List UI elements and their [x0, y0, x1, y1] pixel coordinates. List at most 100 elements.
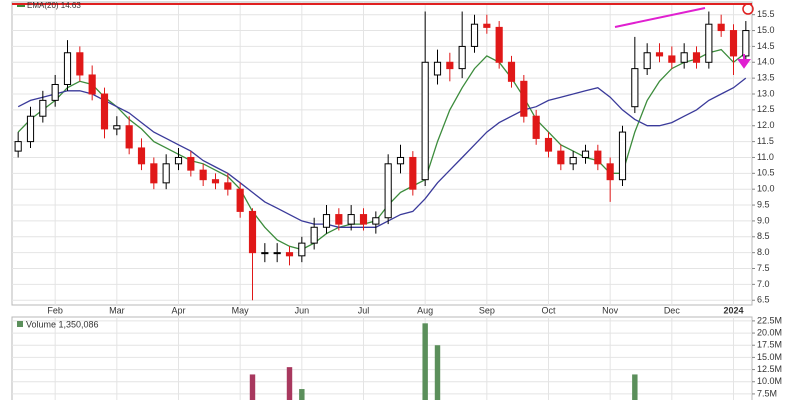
candle-body — [631, 68, 639, 108]
x-tick-label: Jun — [295, 305, 310, 315]
candle-body — [88, 74, 96, 95]
volume-bar — [286, 367, 293, 400]
candle-body — [100, 93, 109, 130]
x-tick-label: Aug — [417, 305, 433, 315]
y-tick-label: 10.0M — [757, 376, 782, 386]
volume-bar — [434, 345, 441, 400]
candle-body — [692, 52, 701, 63]
y-tick-label: 14.0 — [757, 57, 775, 67]
y-tick-label: 6.5 — [757, 295, 770, 305]
y-tick-label: 8.0 — [757, 247, 770, 257]
y-tick-label: 13.5 — [757, 73, 775, 83]
volume-plot — [12, 317, 752, 400]
candle-body — [470, 23, 479, 47]
candle-body — [113, 125, 121, 130]
candle-body — [495, 26, 503, 63]
trend-line — [614, 7, 706, 28]
y-tick-label: 11.0 — [757, 152, 774, 162]
candle-body — [273, 252, 281, 255]
candle-body — [458, 45, 466, 70]
candle-body — [483, 23, 491, 28]
candle-body — [261, 252, 269, 255]
candle-body — [569, 156, 577, 165]
candle-body — [557, 150, 565, 165]
candle-body — [63, 52, 72, 85]
y-tick-label: 13.0 — [757, 88, 775, 98]
volume-bar — [422, 323, 428, 400]
candle-body — [174, 156, 183, 165]
candle-body — [322, 214, 331, 228]
x-tick-label: Sep — [479, 305, 495, 315]
candle-body — [236, 188, 244, 212]
y-tick-label: 12.5M — [757, 364, 782, 374]
y-tick-label: 11.5 — [757, 136, 774, 146]
y-tick-label: 15.0M — [757, 352, 782, 362]
candle-body — [14, 141, 22, 152]
candle-body — [298, 242, 306, 257]
candle-body — [409, 156, 417, 190]
legend-swatch — [17, 321, 23, 327]
candle-body — [544, 137, 553, 152]
volume-bar — [249, 374, 256, 400]
candle-body — [224, 182, 232, 190]
candle-body — [742, 30, 750, 57]
y-tick-label: 10.0 — [757, 184, 775, 194]
candle-body — [125, 125, 133, 149]
candle-body — [359, 214, 368, 225]
candle-body — [446, 61, 454, 70]
price-plot — [12, 2, 752, 305]
candle-body — [187, 156, 195, 171]
y-tick-label: 22.5M — [757, 315, 782, 325]
y-tick-label: 20.0M — [757, 327, 782, 337]
x-tick-label: Nov — [602, 305, 619, 315]
y-tick-label: 7.5M — [757, 388, 777, 398]
candle-body — [668, 55, 676, 63]
candle-body — [433, 61, 442, 76]
x-tick-label: 2024 — [723, 305, 743, 315]
candle-body — [532, 115, 540, 139]
candle-body — [680, 52, 688, 63]
candle-body — [643, 52, 651, 70]
candle-body — [594, 150, 602, 165]
volume-bar — [299, 389, 305, 400]
x-tick-label: Mar — [109, 305, 125, 315]
candle-body — [335, 214, 343, 225]
candle-body — [421, 61, 429, 181]
candle-body — [396, 156, 405, 165]
legend-label: EMA(20) 14.63 — [27, 1, 81, 10]
candle-body — [310, 226, 318, 244]
y-tick-label: 9.0 — [757, 215, 770, 225]
candle-body — [729, 30, 738, 57]
candle-body — [606, 163, 614, 181]
y-tick-label: 12.5 — [757, 104, 775, 114]
candle-body — [347, 214, 355, 225]
y-tick-label: 15.0 — [757, 25, 775, 35]
candle-body — [26, 115, 35, 143]
y-tick-label: 9.5 — [757, 199, 770, 209]
candle-body — [618, 131, 627, 181]
candle-body — [211, 179, 220, 184]
x-tick-label: May — [232, 305, 250, 315]
candle-body — [384, 163, 392, 219]
axes: 6.5 7.0 7.5 8.0 8.5 9.0 9.5 10.0 10.5 11.0 11.5 12.… — [47, 9, 782, 398]
y-tick-label: 14.5 — [757, 41, 775, 51]
candle-body — [162, 163, 170, 184]
x-tick-label: Oct — [541, 305, 556, 315]
candle-body — [717, 23, 725, 32]
candle-body — [137, 147, 146, 165]
ema-line — [17, 77, 747, 228]
arrow — [737, 54, 751, 69]
candle-body — [705, 23, 713, 63]
x-tick-label: Dec — [664, 305, 681, 315]
x-tick-label: Jul — [358, 305, 370, 315]
candle-body — [655, 52, 664, 57]
y-tick-label: 7.5 — [757, 263, 770, 273]
highlight-circle — [742, 3, 754, 15]
volume-title: Volume 1,350,086 — [26, 319, 99, 329]
y-tick-label: 10.5 — [757, 168, 775, 178]
candle-body — [150, 163, 158, 184]
x-tick-label: Feb — [47, 305, 63, 315]
y-tick-label: 7.0 — [757, 279, 770, 289]
